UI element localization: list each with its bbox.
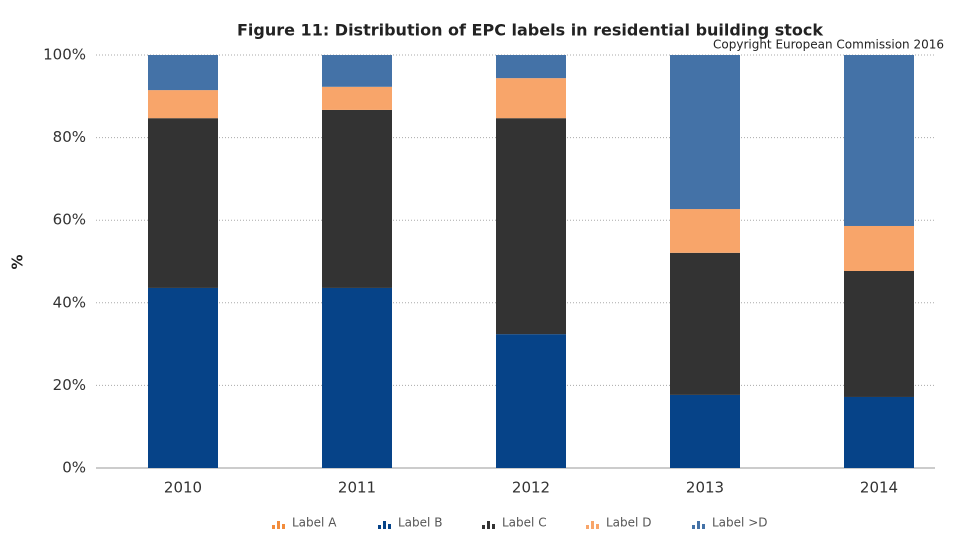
legend-label: Label >D	[712, 516, 767, 530]
bar-segment	[322, 109, 392, 288]
legend-icon	[482, 525, 485, 529]
legend-icon	[596, 524, 599, 529]
y-tick-label: 80%	[53, 128, 86, 146]
chart-title: Figure 11: Distribution of EPC labels in…	[237, 21, 823, 40]
legend-icon	[378, 525, 381, 529]
bar-segment	[844, 55, 914, 226]
bar-segment	[322, 55, 392, 87]
bar-segment	[844, 396, 914, 468]
y-tick-label: 0%	[62, 459, 86, 477]
y-tick-label: 20%	[53, 376, 86, 394]
legend-icon	[282, 524, 285, 529]
x-tick-label: 2011	[338, 479, 376, 497]
bar-segment	[496, 334, 566, 468]
legend-label: Label D	[606, 516, 651, 530]
legend-label: Label A	[292, 516, 337, 530]
legend-icon	[692, 525, 695, 529]
legend-icon	[591, 521, 594, 529]
x-tick-label: 2014	[860, 479, 898, 497]
legend-icon	[702, 524, 705, 529]
x-tick-label: 2010	[164, 479, 202, 497]
legend-icon	[492, 524, 495, 529]
bar-segment	[148, 287, 218, 468]
bar-segment	[322, 86, 392, 110]
legend-icon	[272, 525, 275, 529]
x-tick-label: 2012	[512, 479, 550, 497]
bar-segment	[496, 118, 566, 335]
legend-icon	[586, 525, 589, 529]
bar-segment	[148, 55, 218, 91]
bar-segment	[670, 209, 740, 253]
legend-icon	[383, 521, 386, 529]
bar-segment	[670, 394, 740, 468]
bar-segment	[844, 270, 914, 397]
bar-segment	[670, 55, 740, 210]
bar-segment	[670, 252, 740, 395]
bar-segment	[148, 118, 218, 288]
chart-subtitle: Copyright European Commission 2016	[713, 38, 944, 52]
legend-icon	[277, 521, 280, 529]
legend-icon	[697, 521, 700, 529]
bar-segment	[496, 78, 566, 119]
bar-segment	[322, 287, 392, 468]
bar-segment	[844, 225, 914, 271]
bar-segment	[496, 55, 566, 79]
y-tick-label: 60%	[53, 211, 86, 229]
y-tick-label: 40%	[53, 293, 86, 311]
y-axis-label: %	[9, 254, 27, 269]
y-tick-label: 100%	[43, 46, 86, 64]
legend-icon	[388, 524, 391, 529]
legend-icon	[487, 521, 490, 529]
x-tick-label: 2013	[686, 479, 724, 497]
bar-segment	[148, 90, 218, 119]
legend-label: Label B	[398, 516, 442, 530]
legend-label: Label C	[502, 516, 547, 530]
